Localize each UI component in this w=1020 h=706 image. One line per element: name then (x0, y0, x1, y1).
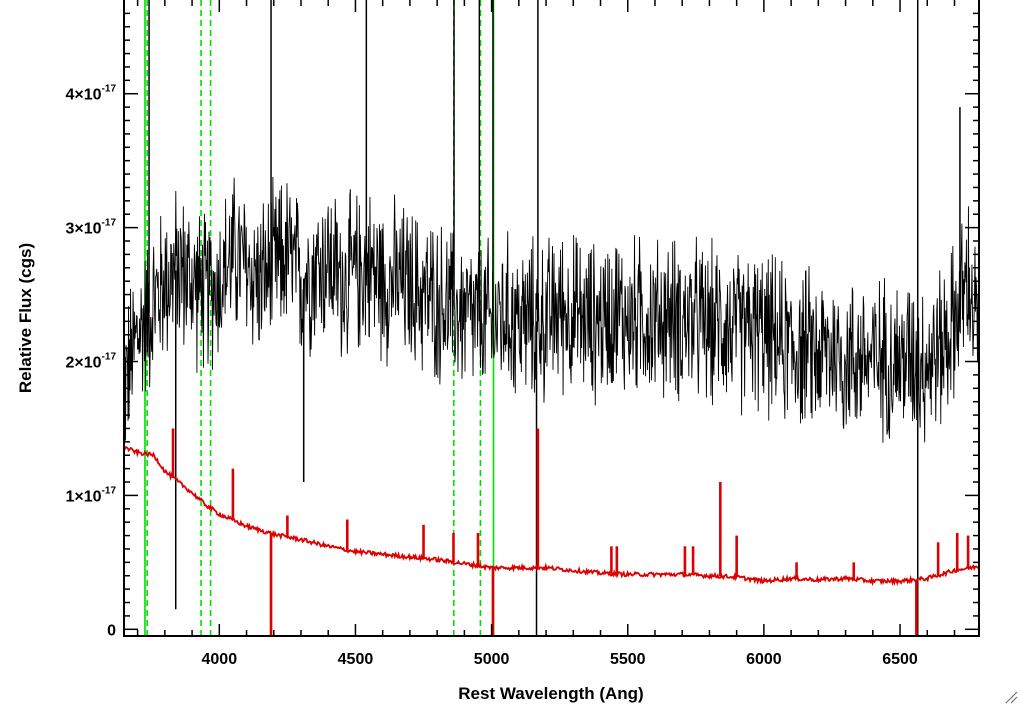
x-tick-label-4: 6000 (746, 651, 782, 668)
y-tick-label-2: 2×10-17 (66, 352, 117, 372)
observed-spectrum-line (124, 176, 979, 443)
x-tick-label-2: 5000 (474, 651, 510, 668)
y-tick-label-3: 3×10-17 (66, 218, 117, 238)
y-axis-label: Relative Flux (cgs) (16, 243, 35, 393)
axes-layer: 4000 4500 5000 5500 6000 6500 0 1×10-17 2×10-17 3… (66, 0, 980, 668)
resize-grip-icon[interactable] (1004, 690, 1018, 704)
model-continuum-line (124, 445, 979, 587)
y-tick-label-0: 0 (107, 622, 116, 639)
data-layer (124, 0, 979, 636)
x-tick-label-1: 4500 (338, 651, 374, 668)
plot-area (124, 0, 979, 636)
plot-frame (123, 0, 980, 637)
x-tick-label-5: 6500 (882, 651, 918, 668)
x-tick-label-3: 5500 (610, 651, 646, 668)
y-tick-label-4: 4×10-17 (66, 84, 117, 104)
x-tick-label-0: 4000 (202, 651, 238, 668)
x-axis-label: Rest Wavelength (Ang) (458, 684, 643, 703)
y-tick-label-1: 1×10-17 (66, 485, 117, 505)
